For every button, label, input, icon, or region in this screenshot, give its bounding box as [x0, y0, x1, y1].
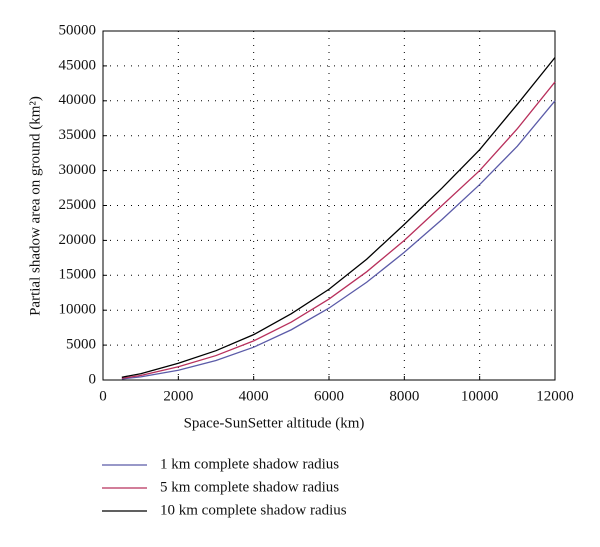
y-tick-label: 40000	[59, 92, 97, 108]
y-tick-label: 35000	[59, 127, 97, 143]
plot-frame	[102, 30, 556, 381]
y-tick-label: 20000	[59, 232, 97, 248]
y-tick-label: 5000	[66, 337, 96, 353]
y-tick-label: 45000	[59, 57, 97, 73]
x-tick-label: 12000	[536, 388, 574, 404]
series-line	[121, 100, 556, 380]
x-axis-label: Space-SunSetter altitude (km)	[184, 415, 365, 431]
x-tick-label: 8000	[389, 388, 419, 404]
series-line	[121, 81, 556, 379]
y-axis-label: Partial shadow area on ground (km²)	[27, 96, 43, 316]
x-tick-label: 0	[99, 388, 107, 404]
legend-label: 5 km complete shadow radius	[160, 479, 339, 495]
y-tick-label: 25000	[59, 197, 97, 213]
y-tick-label: 15000	[59, 267, 97, 283]
x-tick-label: 6000	[314, 388, 344, 404]
x-tick-label: 10000	[461, 388, 499, 404]
x-tick-label: 4000	[239, 388, 269, 404]
y-tick-label: 30000	[59, 162, 97, 178]
legend-label: 1 km complete shadow radius	[160, 456, 339, 472]
x-tick-label: 2000	[163, 388, 193, 404]
y-tick-label: 0	[89, 371, 97, 387]
series-line	[121, 57, 556, 378]
legend-label: 10 km complete shadow radius	[160, 502, 347, 518]
y-tick-label: 10000	[59, 302, 97, 318]
y-tick-label: 50000	[59, 22, 97, 38]
